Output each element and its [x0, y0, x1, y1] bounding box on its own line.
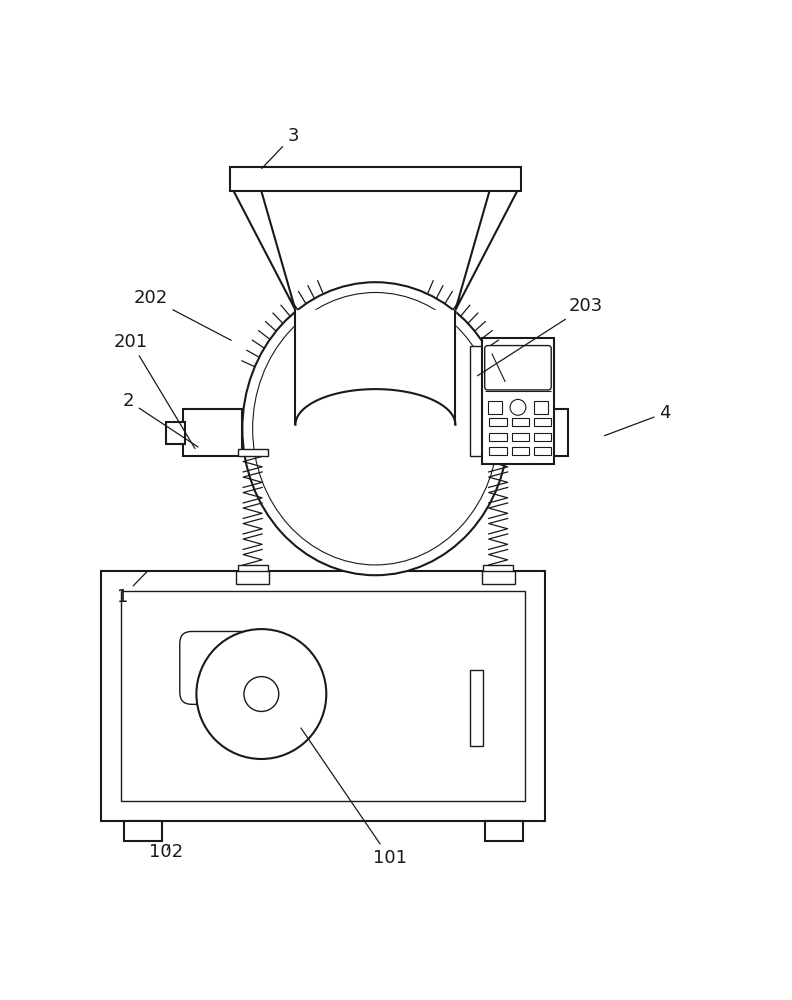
- Bar: [101, 571, 545, 821]
- Text: 101: 101: [301, 728, 406, 867]
- Ellipse shape: [242, 282, 508, 575]
- Bar: [482, 338, 554, 464]
- Bar: [512, 447, 529, 455]
- Text: 3: 3: [261, 127, 299, 169]
- Text: 1: 1: [117, 572, 147, 606]
- Circle shape: [196, 629, 326, 759]
- Bar: [508, 409, 568, 456]
- Bar: [236, 571, 269, 584]
- Text: 202: 202: [133, 289, 231, 340]
- Bar: [512, 433, 529, 441]
- Bar: [121, 591, 525, 801]
- Bar: [482, 571, 515, 584]
- Bar: [183, 409, 242, 456]
- Circle shape: [244, 677, 279, 711]
- Bar: [534, 433, 551, 441]
- Bar: [534, 418, 551, 426]
- Bar: [489, 418, 507, 426]
- Ellipse shape: [253, 292, 498, 565]
- Text: 102: 102: [149, 843, 184, 861]
- Bar: [470, 670, 483, 746]
- Bar: [483, 565, 513, 573]
- FancyBboxPatch shape: [180, 631, 280, 704]
- Bar: [124, 821, 162, 841]
- Text: 4: 4: [604, 404, 671, 436]
- Bar: [238, 449, 268, 456]
- Bar: [166, 422, 185, 444]
- Bar: [534, 401, 548, 414]
- Text: 201: 201: [113, 333, 195, 449]
- Text: 2: 2: [123, 392, 198, 447]
- Bar: [485, 821, 523, 841]
- Bar: [534, 447, 551, 455]
- Circle shape: [510, 399, 526, 415]
- Bar: [488, 401, 502, 414]
- Bar: [489, 433, 507, 441]
- Bar: [489, 447, 507, 455]
- Bar: [512, 418, 529, 426]
- Text: 203: 203: [478, 297, 604, 376]
- Bar: [238, 565, 268, 573]
- Bar: [483, 449, 513, 456]
- Bar: [230, 167, 521, 191]
- Bar: [470, 346, 482, 456]
- FancyBboxPatch shape: [485, 346, 551, 390]
